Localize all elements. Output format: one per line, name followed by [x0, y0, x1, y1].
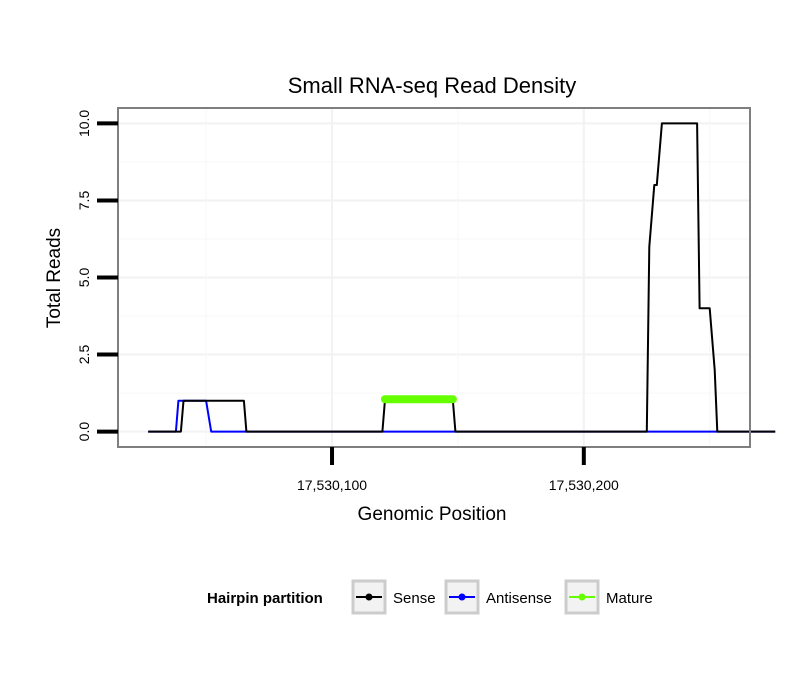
y-axis: 0.0 2.5 5.0 7.5 10.0 [76, 110, 118, 442]
x-tick-label: 17,530,200 [549, 477, 619, 493]
legend: Hairpin partition Sense Antisense Mature [207, 579, 653, 615]
y-tick-label: 10.0 [76, 110, 92, 137]
grid [118, 108, 750, 447]
legend-key-point [578, 593, 586, 601]
legend-key-point [458, 593, 466, 601]
legend-key-point [365, 593, 373, 601]
chart-title: Small RNA-seq Read Density [288, 73, 577, 98]
series-layer [148, 122, 776, 433]
x-tick-label: 17,530,100 [297, 477, 367, 493]
y-tick-label: 7.5 [76, 191, 92, 211]
y-tick-label: 0.0 [76, 422, 92, 442]
series-line-sense [148, 122, 776, 433]
y-tick-label: 2.5 [76, 345, 92, 365]
legend-label-sense: Sense [393, 590, 436, 607]
legend-label-mature: Mature [606, 590, 653, 607]
legend-label-antisense: Antisense [486, 590, 552, 607]
y-axis-title: Total Reads [44, 228, 65, 328]
x-axis: 17,530,100 17,530,200 [297, 447, 619, 493]
y-tick-label: 5.0 [76, 268, 92, 288]
legend-title: Hairpin partition [207, 590, 323, 607]
x-axis-title: Genomic Position [358, 504, 507, 525]
